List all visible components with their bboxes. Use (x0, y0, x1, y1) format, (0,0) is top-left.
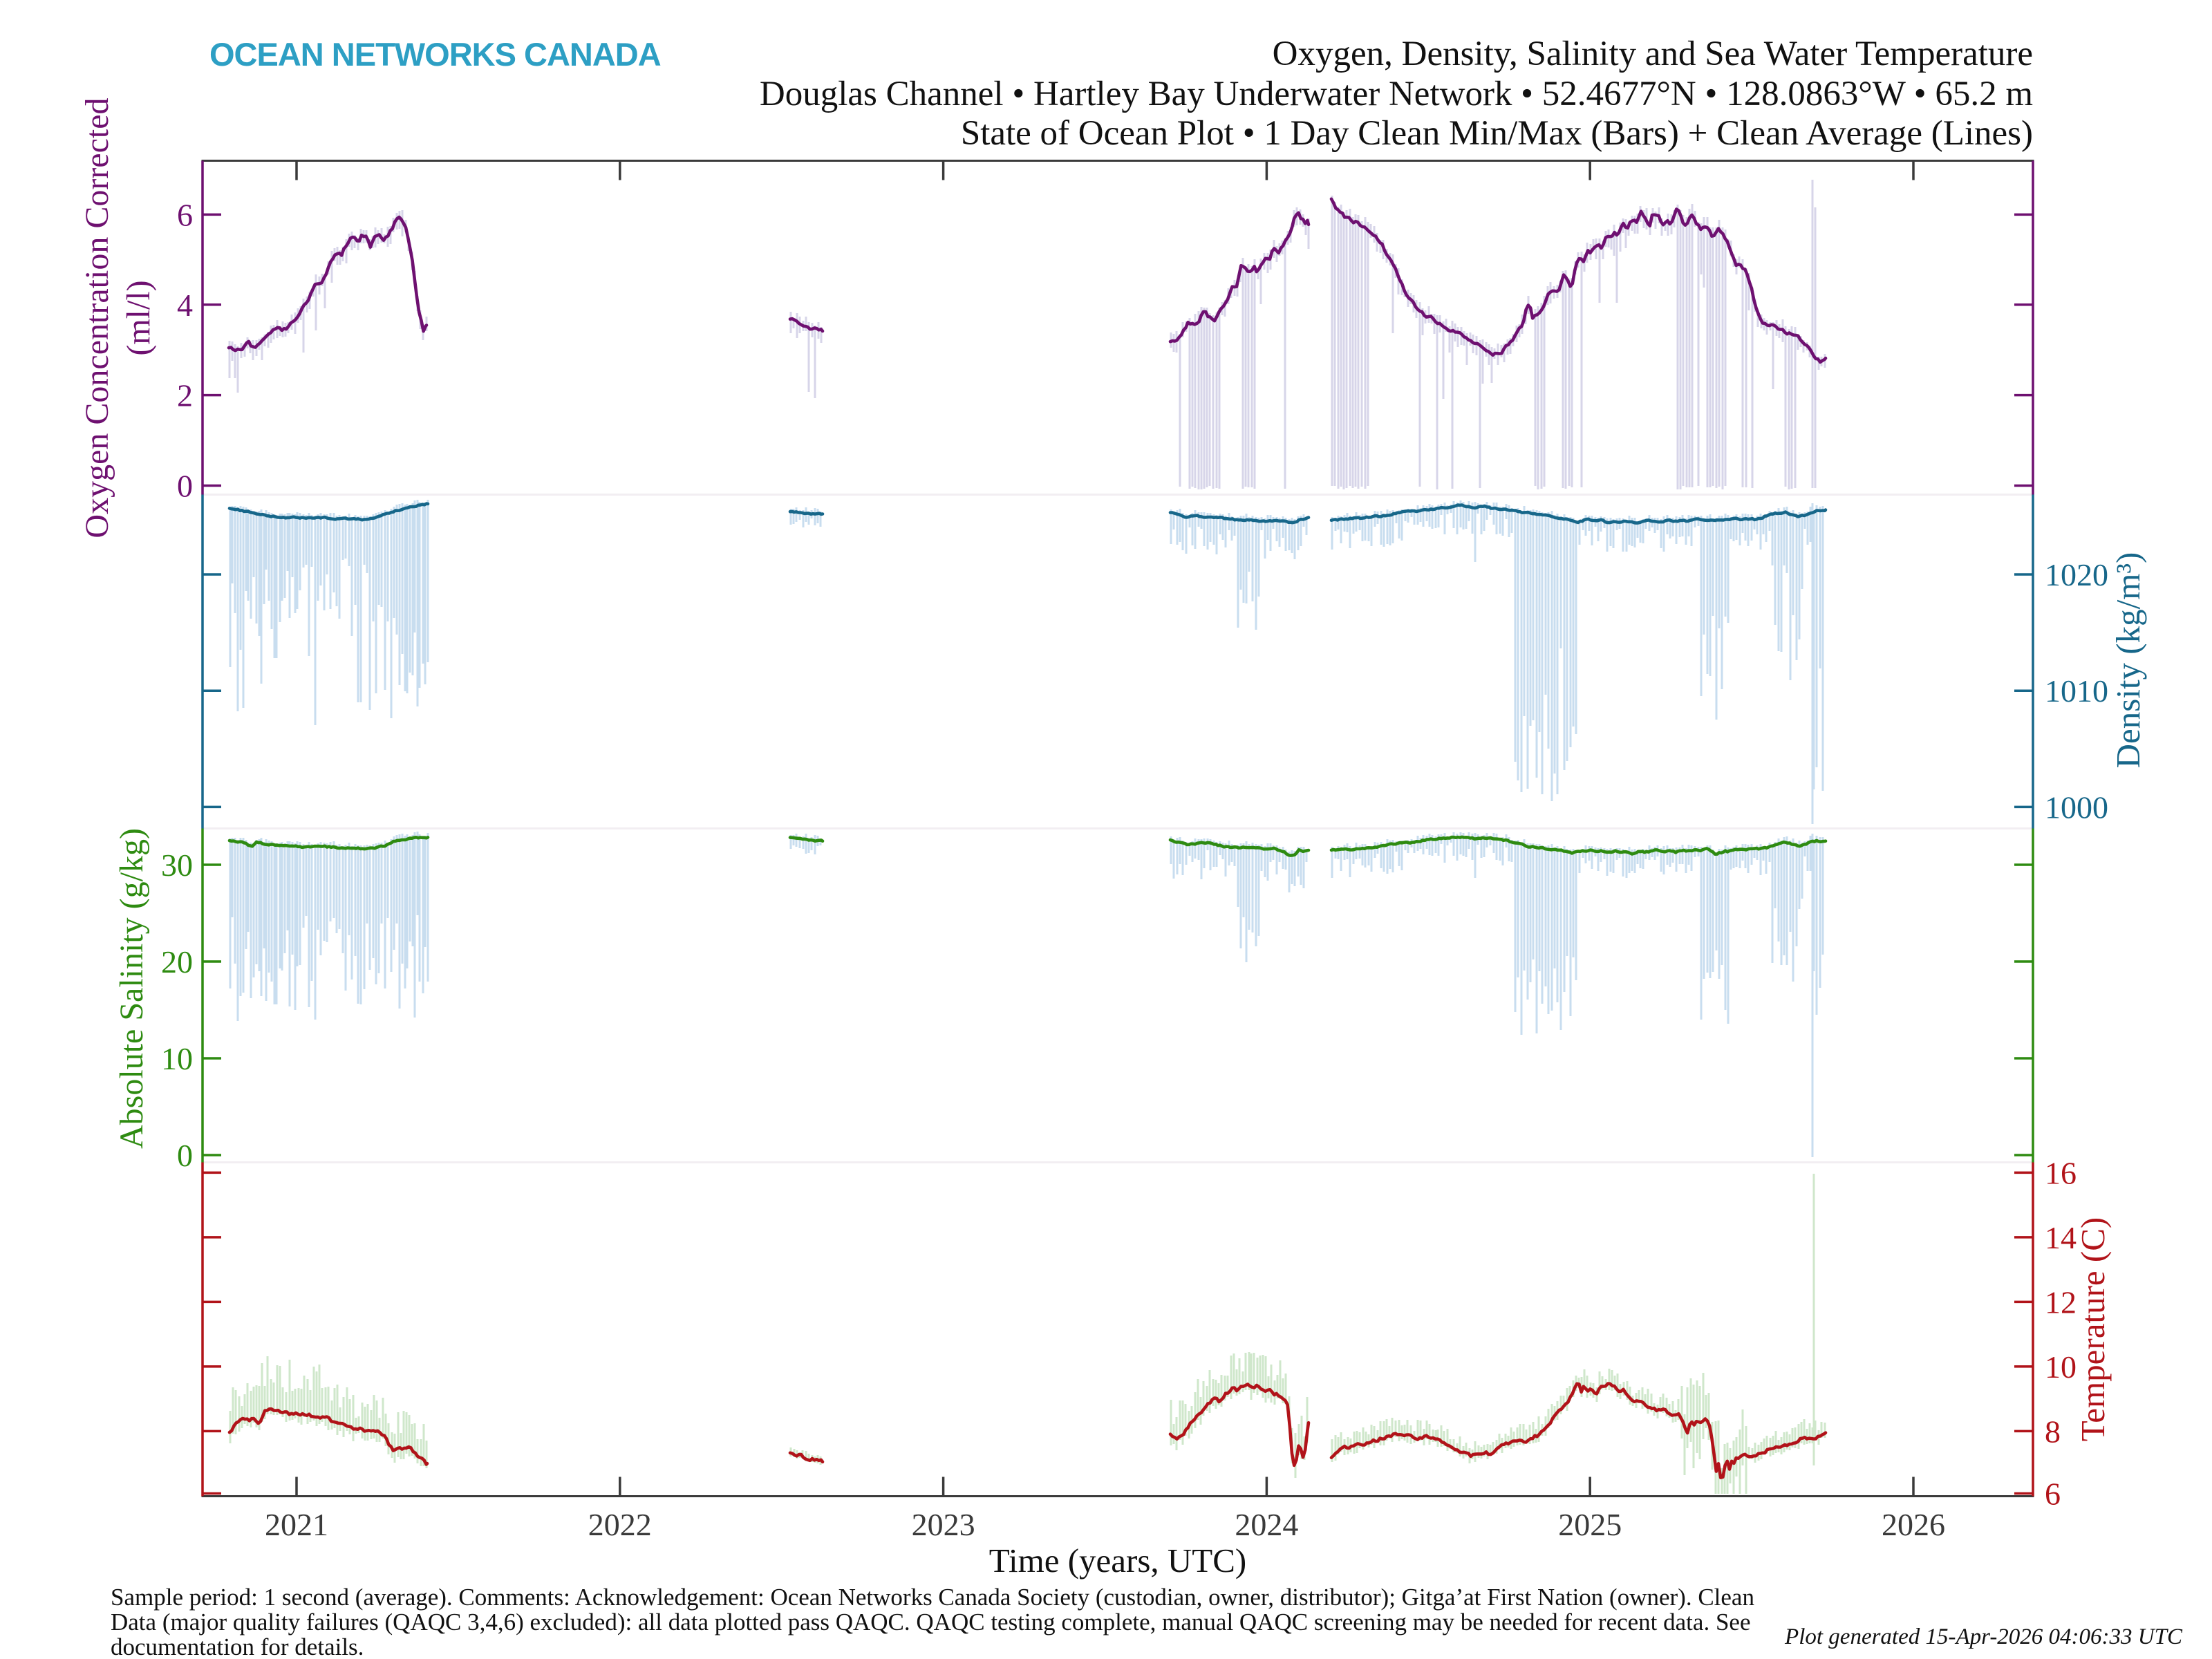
svg-text:Plot generated 15-Apr-2026 04:: Plot generated 15-Apr-2026 04:06:33 UTC (1784, 1624, 2183, 1649)
svg-text:6: 6 (177, 197, 193, 232)
svg-text:Data (major quality failures (: Data (major quality failures (QAQC 3,4,6… (111, 1609, 1750, 1635)
svg-text:8: 8 (2045, 1414, 2061, 1449)
svg-text:1010: 1010 (2045, 673, 2108, 709)
svg-text:1020: 1020 (2045, 557, 2108, 592)
svg-text:14: 14 (2045, 1220, 2077, 1255)
svg-text:Sample period: 1 second (avera: Sample period: 1 second (average). Comme… (111, 1584, 1754, 1611)
svg-text:2024: 2024 (1235, 1507, 1298, 1542)
svg-text:2: 2 (177, 378, 193, 413)
svg-text:30: 30 (161, 847, 193, 883)
svg-text:1000: 1000 (2045, 789, 2108, 825)
svg-text:6: 6 (2045, 1477, 2061, 1512)
svg-text:0: 0 (177, 1138, 193, 1173)
svg-text:20: 20 (161, 944, 193, 980)
svg-text:2026: 2026 (1882, 1507, 1945, 1542)
svg-text:12: 12 (2045, 1284, 2077, 1320)
svg-text:Absolute Salinity (g/kg): Absolute Salinity (g/kg) (113, 828, 150, 1149)
svg-text:Oxygen, Density, Salinity and: Oxygen, Density, Salinity and Sea Water … (1273, 35, 2033, 73)
svg-text:10: 10 (161, 1041, 193, 1076)
svg-text:Temperature (C): Temperature (C) (2074, 1217, 2112, 1441)
svg-text:16: 16 (2045, 1155, 2077, 1190)
svg-text:10: 10 (2045, 1349, 2077, 1385)
svg-text:2025: 2025 (1558, 1507, 1622, 1542)
svg-text:(ml/l): (ml/l) (120, 280, 157, 355)
svg-text:2022: 2022 (588, 1507, 652, 1542)
svg-text:Oxygen Concentration Corrected: Oxygen Concentration Corrected (79, 97, 115, 538)
svg-text:0: 0 (177, 469, 193, 504)
svg-text:documentation for details.: documentation for details. (111, 1633, 364, 1659)
svg-text:2021: 2021 (265, 1507, 328, 1542)
svg-text:State of Ocean Plot • 1 Day Cl: State of Ocean Plot • 1 Day Clean Min/Ma… (961, 114, 2033, 153)
svg-text:Time (years, UTC): Time (years, UTC) (989, 1541, 1246, 1580)
svg-text:4: 4 (177, 288, 193, 323)
svg-text:Douglas Channel • Hartley Bay: Douglas Channel • Hartley Bay Underwater… (760, 75, 2033, 113)
svg-text:OCEAN NETWORKS CANADA: OCEAN NETWORKS CANADA (209, 36, 661, 73)
svg-text:Density (kg/m³): Density (kg/m³) (2109, 552, 2147, 769)
svg-text:2023: 2023 (912, 1507, 975, 1542)
